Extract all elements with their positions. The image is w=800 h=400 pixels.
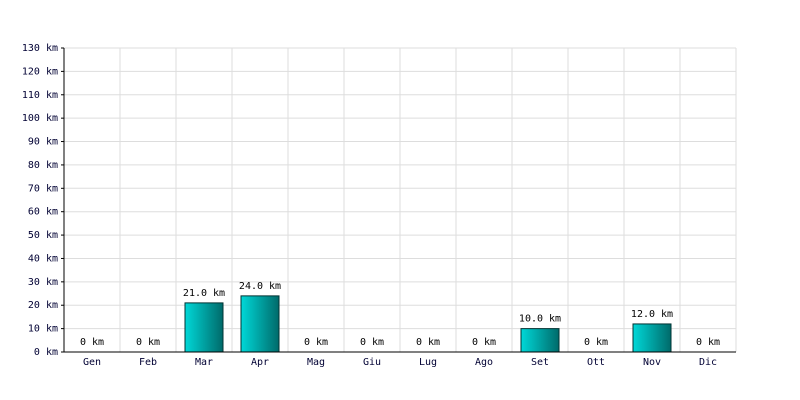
y-tick-label: 60 km (28, 207, 58, 218)
x-tick-label: Giu (363, 357, 381, 368)
value-label: 10.0 km (519, 314, 561, 325)
y-tick-label: 70 km (28, 183, 58, 194)
x-tick-label: Ago (475, 357, 493, 368)
x-tick-label: Lug (419, 357, 437, 368)
x-tick-label: Feb (139, 357, 157, 368)
x-tick-label: Dic (699, 357, 717, 368)
value-label: 0 km (304, 337, 328, 348)
value-label: 0 km (80, 337, 104, 348)
x-tick-label: Apr (251, 357, 269, 368)
x-tick-label: Ott (587, 357, 605, 368)
y-tick-label: 20 km (28, 300, 58, 311)
y-tick-label: 50 km (28, 230, 58, 241)
bar (240, 295, 280, 353)
y-tick-label: 40 km (28, 253, 58, 264)
y-tick-label: 130 km (22, 43, 58, 54)
y-tick-label: 100 km (22, 113, 58, 124)
value-label: 0 km (584, 337, 608, 348)
x-tick-label: Nov (643, 357, 661, 368)
y-tick-label: 110 km (22, 90, 58, 101)
value-label: 24.0 km (239, 281, 281, 292)
y-tick-label: 120 km (22, 66, 58, 77)
x-tick-label: Mar (195, 357, 213, 368)
x-tick-label: Set (531, 357, 549, 368)
bar (520, 328, 560, 353)
value-label: 0 km (360, 337, 384, 348)
y-tick-label: 90 km (28, 137, 58, 148)
y-tick-label: 30 km (28, 277, 58, 288)
y-tick-label: 10 km (28, 324, 58, 335)
y-tick-label: 0 km (34, 347, 58, 358)
value-label: 21.0 km (183, 288, 225, 299)
x-tick-label: Gen (83, 357, 101, 368)
x-tick-label: Mag (307, 357, 325, 368)
value-label: 0 km (696, 337, 720, 348)
bar (632, 323, 672, 353)
bar (184, 302, 224, 353)
value-label: 12.0 km (631, 309, 673, 320)
value-label: 0 km (416, 337, 440, 348)
value-label: 0 km (136, 337, 160, 348)
y-tick-label: 80 km (28, 160, 58, 171)
value-label: 0 km (472, 337, 496, 348)
